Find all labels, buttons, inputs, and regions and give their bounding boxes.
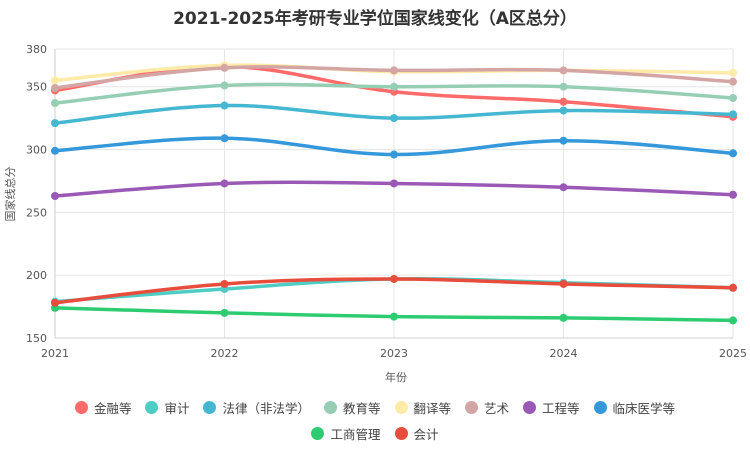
data-point[interactable] bbox=[559, 106, 568, 115]
y-tick-label: 150 bbox=[26, 332, 47, 345]
data-point[interactable] bbox=[390, 179, 398, 188]
data-point[interactable] bbox=[559, 183, 568, 192]
y-axis-title: 国家线总分 bbox=[3, 167, 17, 222]
data-point[interactable] bbox=[729, 94, 737, 103]
legend-item[interactable]: 审计 bbox=[145, 398, 189, 417]
legend-item[interactable]: 工程等 bbox=[523, 398, 580, 417]
data-point[interactable] bbox=[729, 283, 737, 292]
legend-label: 临床医学等 bbox=[612, 400, 676, 416]
data-point[interactable] bbox=[729, 190, 737, 199]
legend-item[interactable]: 临床医学等 bbox=[593, 398, 676, 417]
series-7 bbox=[51, 134, 737, 159]
series-3 bbox=[51, 81, 737, 108]
data-point[interactable] bbox=[51, 119, 59, 128]
legend-label: 会计 bbox=[413, 426, 439, 442]
legend-swatch bbox=[394, 400, 408, 414]
legend-label: 教育等 bbox=[342, 400, 381, 416]
data-point[interactable] bbox=[559, 313, 568, 322]
legend-item[interactable]: 艺术 bbox=[465, 398, 509, 417]
legend-label: 艺术 bbox=[484, 400, 510, 416]
data-point[interactable] bbox=[559, 97, 568, 106]
legend-item[interactable]: 会计 bbox=[394, 424, 439, 443]
legend-swatch bbox=[203, 400, 217, 414]
data-point[interactable] bbox=[729, 68, 737, 77]
legend-row: 工商管理 会计 bbox=[0, 422, 750, 444]
y-tick-label: 380 bbox=[26, 43, 47, 56]
data-point[interactable] bbox=[220, 81, 229, 90]
x-tick-label: 2023 bbox=[380, 347, 408, 360]
data-point[interactable] bbox=[220, 63, 229, 72]
legend-label: 金融等 bbox=[93, 400, 132, 416]
series-8 bbox=[51, 303, 737, 325]
x-tick-label: 2024 bbox=[550, 347, 578, 360]
data-point[interactable] bbox=[559, 136, 568, 145]
y-tick-label: 350 bbox=[26, 81, 47, 94]
x-tick-label: 2025 bbox=[719, 347, 747, 360]
legend-label: 法律（非法学） bbox=[222, 400, 310, 416]
data-point[interactable] bbox=[559, 82, 568, 91]
legend-swatch bbox=[465, 400, 479, 414]
data-point[interactable] bbox=[51, 192, 59, 201]
data-point[interactable] bbox=[729, 77, 737, 86]
data-point[interactable] bbox=[390, 150, 398, 159]
data-point[interactable] bbox=[51, 298, 59, 307]
legend-label: 工商管理 bbox=[330, 426, 381, 442]
legend-swatch bbox=[593, 400, 607, 414]
x-axis-ticks: 2021 2022 2023 2024 2025 bbox=[41, 347, 747, 360]
data-point[interactable] bbox=[51, 76, 59, 85]
data-point[interactable] bbox=[51, 146, 59, 155]
data-point[interactable] bbox=[220, 279, 229, 288]
series-9 bbox=[51, 274, 737, 307]
legend-swatch bbox=[311, 426, 325, 440]
legend-swatch bbox=[394, 426, 408, 440]
series-6 bbox=[51, 179, 737, 201]
data-point[interactable] bbox=[729, 110, 737, 119]
legend-swatch bbox=[145, 400, 159, 414]
data-point[interactable] bbox=[559, 279, 568, 288]
legend-item[interactable]: 工商管理 bbox=[311, 424, 381, 443]
legend-item[interactable]: 法律（非法学） bbox=[203, 398, 310, 417]
legend-row: 金融等 审计 法律（非法学） 教育等 翻译等 艺术 工程等 临床医学等 bbox=[0, 396, 750, 418]
legend-item[interactable]: 金融等 bbox=[74, 398, 132, 417]
legend-label: 翻译等 bbox=[413, 400, 452, 416]
y-tick-label: 200 bbox=[26, 269, 47, 282]
legend-swatch bbox=[74, 400, 88, 414]
series-2 bbox=[51, 101, 737, 128]
data-point[interactable] bbox=[390, 66, 398, 75]
legend-item[interactable]: 教育等 bbox=[323, 398, 381, 417]
data-point[interactable] bbox=[390, 114, 398, 123]
legend-label: 审计 bbox=[164, 400, 190, 416]
data-point[interactable] bbox=[220, 101, 229, 110]
x-axis-title: 年份 bbox=[385, 370, 407, 384]
data-point[interactable] bbox=[729, 316, 737, 325]
series-lines bbox=[51, 61, 737, 325]
y-tick-label: 250 bbox=[26, 206, 47, 219]
legend-item[interactable]: 翻译等 bbox=[394, 398, 452, 417]
data-point[interactable] bbox=[390, 274, 398, 283]
data-point[interactable] bbox=[220, 308, 229, 317]
data-point[interactable] bbox=[729, 149, 737, 158]
data-point[interactable] bbox=[390, 312, 398, 321]
chart-title: 2021-2025年考研专业学位国家线变化（A区总分） bbox=[173, 9, 577, 29]
y-tick-label: 300 bbox=[26, 144, 47, 157]
legend-swatch bbox=[523, 400, 537, 414]
y-axis-ticks: 150 200 250 300 350 380 bbox=[26, 43, 47, 345]
x-tick-label: 2022 bbox=[211, 347, 239, 360]
data-point[interactable] bbox=[559, 66, 568, 75]
series-5 bbox=[51, 63, 737, 92]
legend: 金融等 审计 法律（非法学） 教育等 翻译等 艺术 工程等 临床医学等 工商管理 会计 bbox=[0, 396, 750, 448]
data-point[interactable] bbox=[51, 83, 59, 92]
legend-label: 工程等 bbox=[542, 400, 580, 416]
data-point[interactable] bbox=[220, 179, 229, 188]
data-point[interactable] bbox=[390, 82, 398, 91]
data-point[interactable] bbox=[51, 99, 59, 108]
x-tick-label: 2021 bbox=[41, 347, 69, 360]
data-point[interactable] bbox=[220, 134, 229, 143]
legend-swatch bbox=[323, 400, 337, 414]
